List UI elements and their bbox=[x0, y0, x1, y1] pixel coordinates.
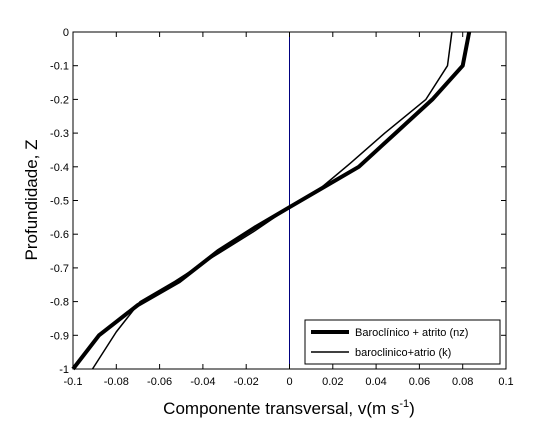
x-tick-label: -0.04 bbox=[190, 376, 215, 388]
y-tick-label: -0.6 bbox=[50, 229, 69, 241]
y-tick-label: -0.4 bbox=[50, 162, 69, 174]
y-tick-label: -0.8 bbox=[50, 297, 69, 309]
x-tick-label: -0.06 bbox=[147, 376, 172, 388]
legend-label-baroclinico-atrio-k: baroclinico+atrio (k) bbox=[355, 347, 451, 359]
x-axis-title-close: ) bbox=[409, 399, 415, 418]
x-tick-label: 0.04 bbox=[365, 376, 386, 388]
y-axis-title: Profundidade, Z bbox=[22, 140, 41, 261]
y-tick-label: 0 bbox=[63, 27, 69, 39]
legend-label-baroclinico-atrito-nz: Baroclínico + atrito (nz) bbox=[355, 327, 468, 339]
x-axis-title-superscript: -1 bbox=[399, 398, 409, 410]
x-tick-label: 0.1 bbox=[498, 376, 513, 388]
x-tick-label: 0.02 bbox=[322, 376, 343, 388]
x-tick-label: 0 bbox=[286, 376, 292, 388]
y-tick-label: -0.5 bbox=[50, 196, 69, 208]
x-tick-label: -0.02 bbox=[234, 376, 259, 388]
y-tick-label: -1 bbox=[59, 364, 69, 376]
x-axis-title-main: Componente transversal, v(m s bbox=[163, 399, 399, 418]
series-line-2 bbox=[91, 31, 453, 370]
series-layer bbox=[71, 31, 472, 371]
y-tick-label: -0.9 bbox=[50, 330, 69, 342]
y-tick-label: -0.2 bbox=[50, 94, 69, 106]
legend: Baroclínico + atrito (nz) baroclinico+at… bbox=[304, 319, 501, 365]
x-tick-label: 0.08 bbox=[452, 376, 473, 388]
y-tick-label: -0.3 bbox=[50, 128, 69, 140]
y-tick-label: -0.7 bbox=[50, 263, 69, 275]
legend-box bbox=[304, 319, 501, 365]
x-tick-label: -0.08 bbox=[104, 376, 129, 388]
x-axis-title: Componente transversal, v(m s-1) bbox=[163, 398, 415, 418]
ticks-layer: -0.1 -0.08 -0.06 -0.04 -0.02 0 0.02 0.04 0.06 0.0… bbox=[50, 27, 514, 388]
x-tick-label: 0.06 bbox=[409, 376, 430, 388]
x-tick-label: -0.1 bbox=[64, 376, 83, 388]
y-tick-label: -0.1 bbox=[50, 61, 69, 73]
